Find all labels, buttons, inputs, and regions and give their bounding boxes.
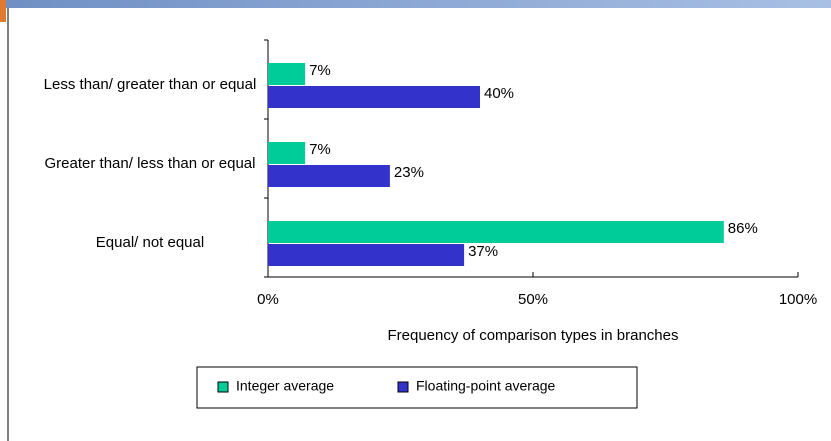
- bar: [268, 244, 465, 266]
- bar: [268, 63, 306, 85]
- legend-swatch: [397, 381, 409, 393]
- legend-swatch: [217, 381, 229, 393]
- bar-value-label: 7%: [309, 141, 331, 158]
- legend-box: [196, 366, 638, 409]
- bar: [268, 165, 390, 187]
- bar: [268, 86, 480, 108]
- bar: [268, 142, 306, 164]
- x-tick-label: 0%: [257, 291, 279, 308]
- bar-value-label: 86%: [728, 220, 758, 237]
- bar-value-label: 40%: [484, 85, 514, 102]
- bar: [268, 221, 724, 243]
- legend-label: Integer average: [236, 378, 334, 394]
- x-axis-title: Frequency of comparison types in branche…: [388, 327, 679, 344]
- x-tick-label: 100%: [779, 291, 817, 308]
- x-tick-label: 50%: [518, 291, 548, 308]
- category-label: Less than/ greater than or equal: [43, 76, 257, 93]
- category-label: Equal/ not equal: [95, 234, 205, 251]
- window-top-bar: [0, 0, 831, 8]
- legend-label: Floating-point average: [416, 378, 556, 394]
- bar-value-label: 23%: [394, 164, 424, 181]
- window-corner: [0, 0, 6, 22]
- bar-value-label: 7%: [309, 62, 331, 79]
- bar-value-label: 37%: [468, 243, 498, 260]
- category-label: Greater than/ less than or equal: [44, 155, 256, 172]
